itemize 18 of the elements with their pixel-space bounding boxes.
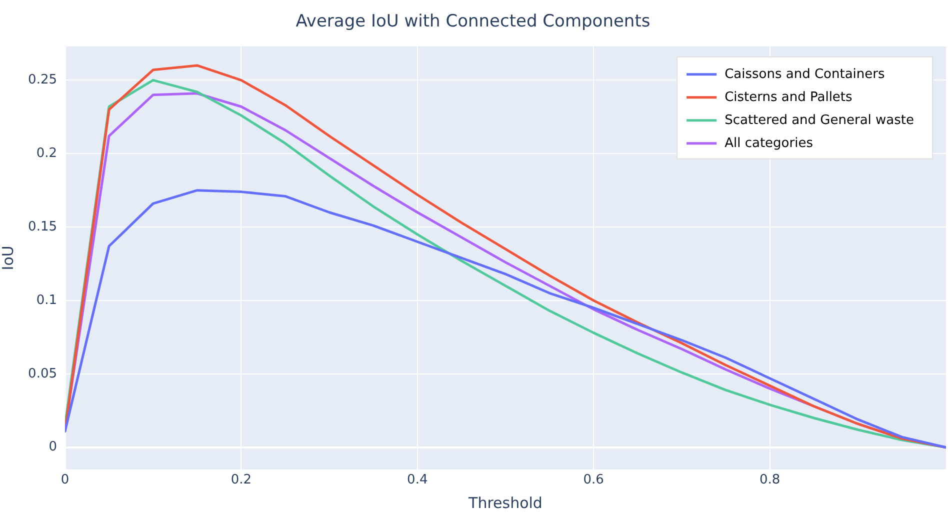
x-tick-label: 0.8 (759, 472, 780, 488)
x-tick-label: 0.4 (407, 472, 428, 488)
x-tick-label: 0 (60, 472, 70, 488)
y-tick-label: 0 (48, 440, 57, 455)
y-tick-label: 0.25 (28, 72, 57, 88)
x-axis-title: Threshold (468, 494, 542, 512)
x-tick-label: 0.2 (230, 472, 252, 488)
legend-label: Caissons and Containers (724, 66, 885, 82)
legend-label: Scattered and General waste (724, 112, 914, 128)
chart-title: Average IoU with Connected Components (296, 12, 650, 32)
y-tick-label: 0.05 (28, 366, 57, 382)
y-axis-title: IoU (0, 246, 17, 270)
x-tick-label: 0.6 (583, 472, 604, 488)
legend-label: All categories (724, 136, 814, 151)
y-tick-label: 0.2 (36, 146, 57, 161)
y-tick-label: 0.15 (28, 219, 57, 234)
legend-label: Cisterns and Pallets (724, 90, 853, 105)
y-tick-label: 0.1 (36, 292, 57, 308)
